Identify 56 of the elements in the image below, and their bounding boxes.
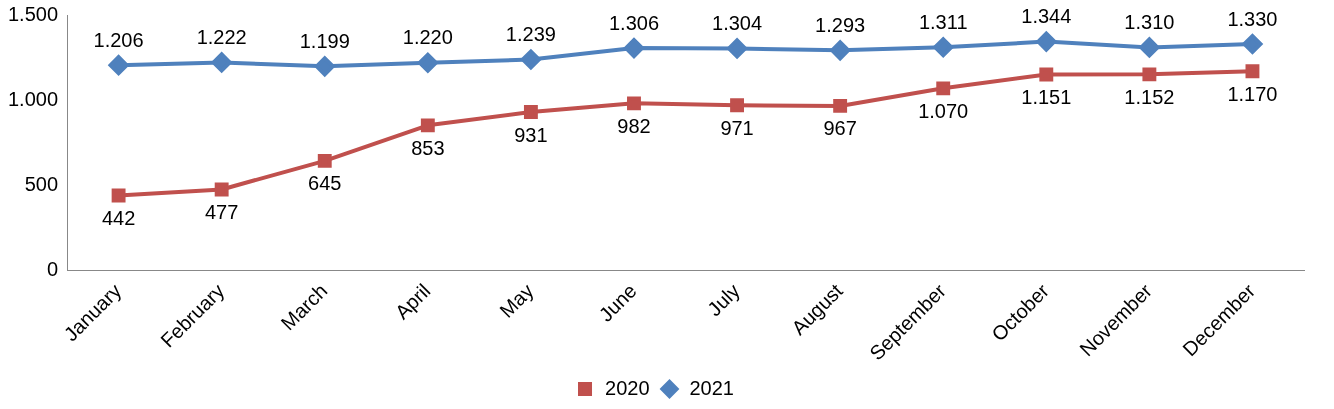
y-tick-label: 1.000 — [7, 87, 59, 110]
data-label: 1.310 — [1124, 10, 1175, 33]
point — [211, 52, 232, 73]
data-label: 1.220 — [402, 26, 453, 49]
data-label: 477 — [204, 201, 239, 224]
point — [520, 49, 541, 70]
point — [1242, 34, 1263, 54]
data-label: 1.306 — [608, 11, 660, 34]
point — [936, 81, 951, 96]
x-tick-label: May — [495, 279, 538, 322]
point — [830, 40, 851, 61]
x-tick-label: July — [703, 279, 744, 321]
data-label: 1.293 — [815, 13, 866, 36]
data-label: 1.311 — [918, 10, 968, 33]
data-label: 1.344 — [1021, 5, 1072, 28]
data-label: 982 — [617, 114, 651, 137]
data-label: 1.070 — [918, 99, 969, 122]
y-tick-label: 0 — [46, 258, 59, 281]
point — [317, 153, 332, 168]
y-tick-label: 1.500 — [7, 2, 59, 25]
data-label: 1.304 — [712, 11, 763, 34]
point — [523, 105, 538, 119]
point — [1139, 37, 1160, 58]
point — [111, 188, 126, 203]
data-label: 1.151 — [1021, 86, 1072, 109]
point — [214, 182, 229, 197]
data-label: 967 — [823, 117, 857, 140]
point — [314, 56, 335, 77]
data-label: 1.152 — [1124, 85, 1175, 108]
data-label: 645 — [308, 172, 342, 195]
data-label: 1.206 — [93, 28, 144, 51]
data-label: 1.222 — [196, 25, 247, 48]
point — [833, 98, 848, 113]
data-label: 1.199 — [299, 29, 350, 52]
point — [1039, 67, 1054, 82]
data-label: 971 — [720, 116, 754, 139]
data-label: 442 — [101, 206, 136, 229]
legend-label: 2021 — [689, 376, 734, 399]
data-label: 1.330 — [1227, 7, 1278, 30]
point — [1245, 64, 1260, 79]
point — [1036, 31, 1057, 52]
point — [627, 96, 641, 111]
point — [1142, 67, 1157, 82]
point — [420, 118, 435, 133]
data-label: 931 — [514, 123, 548, 146]
data-label: 1.170 — [1227, 82, 1278, 105]
point — [623, 38, 644, 59]
point — [730, 98, 745, 113]
legend-label: 2020 — [605, 376, 650, 399]
point — [108, 55, 129, 76]
point — [933, 37, 954, 58]
y-tick-label: 500 — [24, 173, 59, 196]
point — [727, 38, 748, 59]
data-label: 1.239 — [505, 23, 556, 46]
point — [417, 52, 438, 73]
data-label: 853 — [411, 136, 445, 159]
